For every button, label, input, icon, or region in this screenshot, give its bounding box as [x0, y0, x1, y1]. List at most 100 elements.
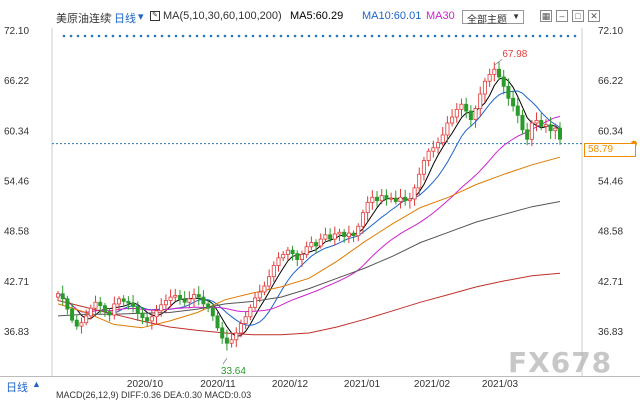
candle-body — [163, 300, 168, 306]
signal-dot — [384, 34, 388, 38]
signal-dot — [265, 34, 269, 38]
x-tick-label: 2021/02 — [414, 379, 451, 390]
y-tick-label-right: 60.34 — [598, 126, 623, 137]
period-label[interactable]: 日线 — [114, 13, 136, 25]
y-tick-label-left: 72.10 — [4, 26, 29, 37]
candle-body — [417, 173, 422, 189]
maximize-icon[interactable]: □ — [572, 10, 584, 22]
signal-dot — [433, 34, 437, 38]
candle-body — [173, 295, 178, 298]
close-icon[interactable]: ✕ — [588, 10, 600, 22]
signal-dot — [363, 34, 367, 38]
high-annotation: 67.98 — [502, 49, 527, 60]
signal-dot — [279, 34, 283, 38]
layout-icon[interactable]: ▦ — [540, 10, 552, 22]
signal-dot — [342, 34, 346, 38]
indicator-settings-icon[interactable]: ✎ — [150, 11, 160, 21]
chevron-down-icon: ▼ — [512, 12, 520, 21]
candle-body — [201, 296, 206, 305]
candle-body — [149, 316, 154, 322]
candle-body — [436, 142, 441, 149]
signal-dot — [559, 34, 563, 38]
candle-body — [365, 201, 370, 214]
candle-body — [224, 337, 229, 344]
signal-dot — [258, 34, 262, 38]
candle-body — [421, 160, 426, 175]
low-leader — [222, 358, 228, 365]
signal-dot — [62, 34, 66, 38]
candle-body — [131, 302, 136, 307]
candle-body — [257, 291, 262, 299]
candle-body — [323, 234, 328, 240]
candle-body — [553, 127, 558, 132]
candle-body — [511, 97, 516, 107]
signal-dot — [496, 34, 500, 38]
bottom-period-button[interactable]: 日线 — [6, 382, 28, 394]
candle-body — [478, 93, 483, 109]
signal-dot — [167, 34, 171, 38]
candle-body — [84, 315, 89, 324]
signal-dot — [454, 34, 458, 38]
last-price-badge: 58.79 — [584, 143, 636, 157]
signal-dot — [132, 34, 136, 38]
signal-dot — [468, 34, 472, 38]
signal-dot — [510, 34, 514, 38]
instrument-name[interactable]: 美原油连续 — [56, 13, 111, 25]
candle-body — [440, 134, 445, 144]
candle-body — [487, 73, 492, 82]
candle-body — [145, 317, 150, 322]
candle-body — [468, 110, 473, 121]
theme-select[interactable]: 全部主题 ▼ — [462, 10, 524, 26]
candle-body — [187, 298, 192, 303]
candle-body — [351, 232, 356, 237]
period-chevron-icon[interactable]: ▾ — [138, 11, 144, 23]
signal-dot — [503, 34, 507, 38]
y-tick-label-left: 42.71 — [4, 277, 29, 288]
signal-dot — [398, 34, 402, 38]
candle-body — [271, 265, 276, 278]
signal-dot — [321, 34, 325, 38]
y-tick-label-right: 42.71 — [598, 277, 623, 288]
macd-readout: MACD(26,12,9) DIFF:0.36 DEA:0.30 MACD:0.… — [56, 390, 252, 400]
candle-body — [116, 298, 121, 305]
ma200-line — [57, 272, 561, 336]
chart-toolbar: 美原油连续 • 日线 ▾ ✎ MA(5,10,30,60,100,200) MA… — [0, 6, 640, 26]
ma10-value: MA10:60.01 — [362, 10, 422, 22]
signal-dot — [139, 34, 143, 38]
candle-body — [243, 316, 248, 324]
signal-dot — [272, 34, 276, 38]
signal-dot — [69, 34, 73, 38]
candle-body — [318, 238, 323, 247]
candle-body — [98, 301, 103, 307]
candle-body — [65, 298, 70, 310]
candle-body — [548, 124, 553, 132]
candle-body — [135, 306, 140, 314]
bottom-period-chevron-icon[interactable]: ▲ — [32, 379, 41, 389]
signal-dot — [174, 34, 178, 38]
candle-body — [543, 124, 548, 127]
candle-body — [262, 285, 267, 293]
candle-body — [384, 195, 389, 200]
y-tick-label-right: 54.46 — [598, 177, 623, 188]
ma60-line — [57, 156, 561, 329]
y-tick-label-right: 48.58 — [598, 227, 623, 238]
candle-body — [412, 187, 417, 200]
signal-dot — [335, 34, 339, 38]
signal-dot — [489, 34, 493, 38]
signal-dot — [517, 34, 521, 38]
candle-body — [393, 197, 398, 202]
signal-dot — [328, 34, 332, 38]
candle-body — [112, 303, 117, 316]
candle-body — [196, 294, 201, 298]
signal-dot — [209, 34, 213, 38]
minimize-icon[interactable]: – — [556, 10, 568, 22]
candle-body — [285, 249, 290, 255]
signal-dot — [188, 34, 192, 38]
candle-body — [332, 233, 337, 240]
candle-body — [534, 120, 539, 124]
watermark: FX678 — [508, 346, 613, 379]
candle-body — [177, 295, 182, 301]
candle-body — [60, 293, 65, 300]
